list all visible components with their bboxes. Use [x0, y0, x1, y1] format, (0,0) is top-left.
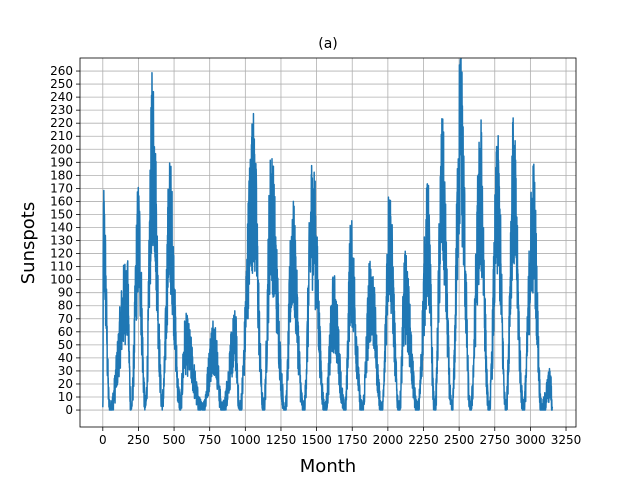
y-axis-label: Sunspots	[18, 202, 39, 285]
series-layer	[102, 57, 554, 411]
y-tick-label: 40	[58, 351, 73, 365]
y-tick-label: 190	[50, 155, 73, 169]
x-tick-label: 1250	[266, 433, 297, 447]
y-tick-label: 70	[58, 312, 73, 326]
x-tick-label: 2000	[373, 433, 404, 447]
y-tick-label: 150	[50, 207, 73, 221]
y-tick-label: 170	[50, 181, 73, 195]
x-tick-label: 3000	[515, 433, 546, 447]
y-tick-label: 120	[50, 247, 73, 261]
y-tick-label: 90	[58, 286, 73, 300]
y-tick-label: 60	[58, 325, 73, 339]
y-tick-label: 100	[50, 273, 73, 287]
y-tick-label: 10	[58, 390, 73, 404]
x-tick-label: 2250	[408, 433, 439, 447]
x-tick-label: 2500	[444, 433, 475, 447]
x-tick-label: 1000	[230, 433, 261, 447]
y-tick-label: 50	[58, 338, 73, 352]
x-axis-ticks: 0 250 500 750 1000 1250 1500 1750 2000 2250 2500 27…	[99, 427, 581, 447]
y-tick-label: 250	[50, 77, 73, 91]
sunspots-series-line	[102, 57, 554, 411]
y-tick-label: 240	[50, 90, 73, 104]
y-tick-label: 20	[58, 377, 73, 391]
x-axis-label: Month	[300, 456, 356, 477]
plot-frame	[79, 57, 577, 428]
y-tick-label: 0	[65, 403, 73, 417]
y-tick-label: 230	[50, 103, 73, 117]
y-tick-label: 200	[50, 142, 73, 156]
y-tick-label: 260	[50, 64, 73, 78]
y-tick-label: 30	[58, 364, 73, 378]
y-tick-label: 80	[58, 299, 73, 313]
y-tick-label: 210	[50, 129, 73, 143]
x-tick-label: 1500	[301, 433, 332, 447]
x-tick-label: 2750	[479, 433, 510, 447]
y-tick-label: 140	[50, 221, 73, 235]
y-tick-label: 220	[50, 116, 73, 130]
y-tick-label: 160	[50, 194, 73, 208]
x-tick-label: 0	[99, 433, 107, 447]
x-tick-label: 1750	[337, 433, 368, 447]
y-axis-ticks: 0102030405060708090100110120130140150160…	[50, 64, 80, 417]
chart-title: (a)	[318, 36, 338, 52]
x-tick-label: 3250	[551, 433, 582, 447]
x-tick-label: 250	[127, 433, 150, 447]
y-tick-label: 180	[50, 168, 73, 182]
y-tick-label: 130	[50, 234, 73, 248]
x-tick-label: 500	[163, 433, 186, 447]
x-tick-label: 750	[198, 433, 221, 447]
y-tick-label: 110	[50, 260, 73, 274]
